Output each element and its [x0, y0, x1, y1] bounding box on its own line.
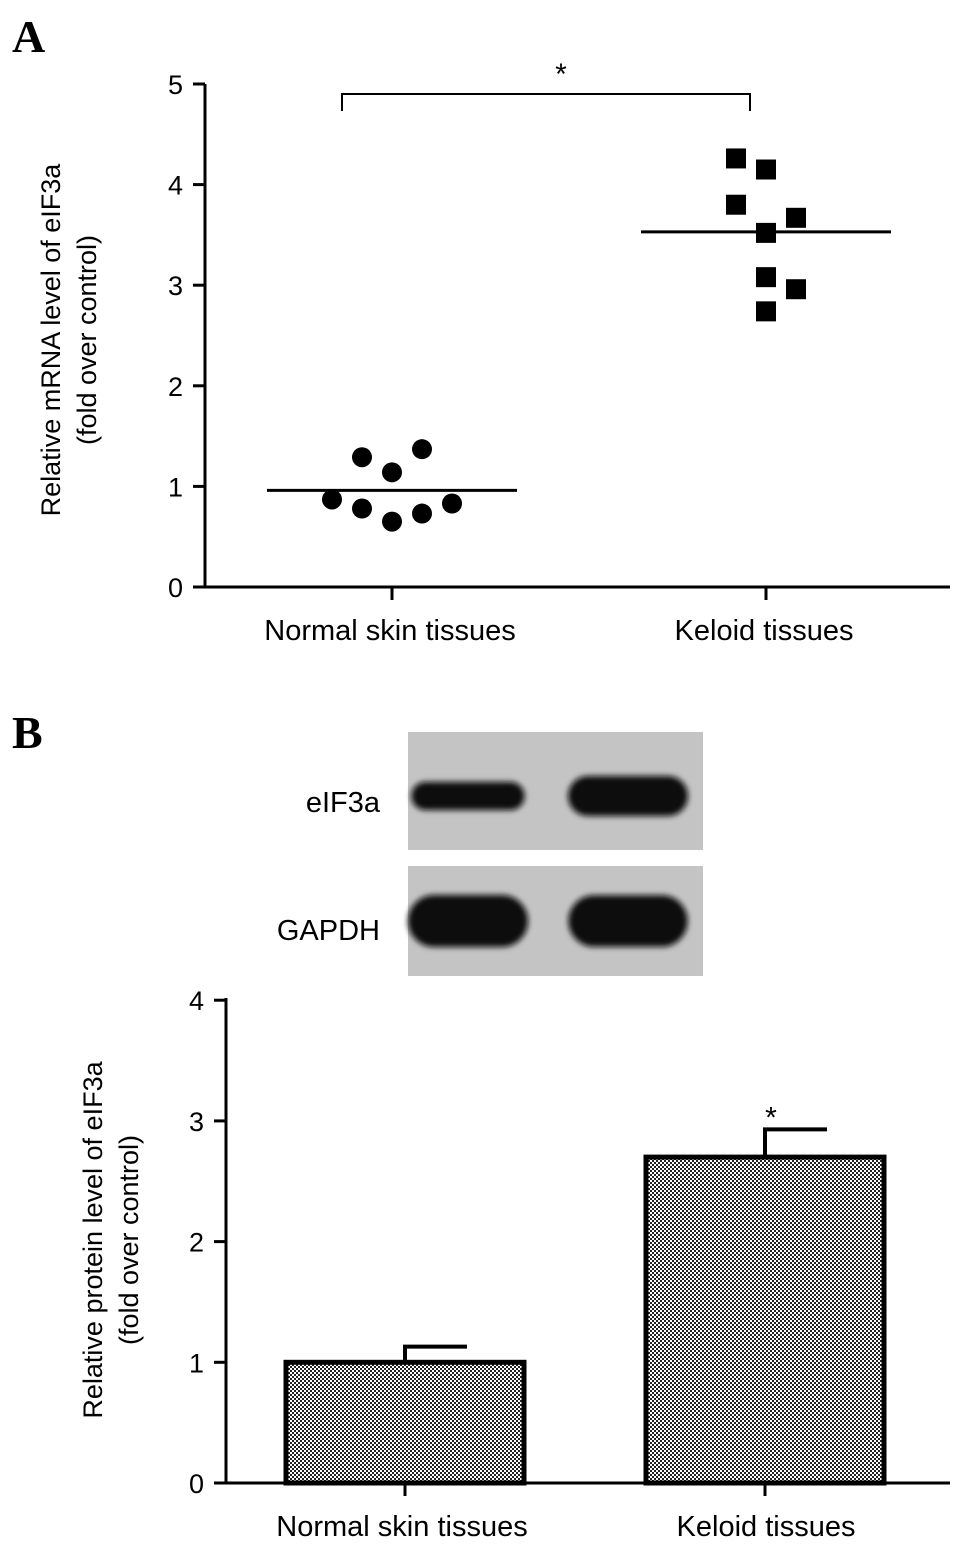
panel-a-y-tick-label: 4: [168, 171, 183, 201]
panel-a-y-axis-title: Relative mRNA level of eIF3a (fold over …: [36, 163, 102, 517]
scatter-point: [786, 207, 806, 228]
panel-a-y-tick-label: 0: [168, 573, 183, 603]
panel-b-y-tick-label: 3: [189, 1107, 204, 1137]
scatter-point: [412, 439, 432, 460]
panel-b-y-axis-title: Relative protein level of eIF3a (fold ov…: [78, 1060, 144, 1418]
blot-band: [568, 776, 688, 816]
panel-b-y-tick-label: 0: [189, 1469, 204, 1499]
panel-a-y-tick-label: 5: [168, 70, 183, 100]
panel-a-x-label-normal: Normal skin tissues: [264, 615, 515, 647]
panel-b: B eIF3a GAPDH Relative protein level of …: [12, 707, 950, 1543]
panel-a: A Relative mRNA level of eIF3a (fold ove…: [12, 11, 950, 647]
panel-b-y-tick-label: 4: [189, 986, 204, 1016]
panel-b-x-label-normal: Normal skin tissues: [276, 1511, 527, 1543]
panel-a-y-tick-label: 1: [168, 472, 183, 502]
panel-b-y-axis-title-line2: (fold over control): [114, 1135, 144, 1345]
panel-b-significance-star: *: [765, 1101, 777, 1134]
western-blot: eIF3a GAPDH: [277, 732, 703, 976]
bar: [283, 1359, 527, 1486]
scatter-point: [756, 301, 776, 322]
panel-a-significance-star: *: [555, 58, 567, 91]
scatter-point: [786, 279, 806, 300]
scatter-point: [726, 148, 746, 169]
panel-b-letter: B: [12, 707, 43, 758]
panel-a-y-axis-title-line1: Relative mRNA level of eIF3a: [36, 163, 66, 517]
panel-b-y-tick-label: 2: [189, 1228, 204, 1258]
panel-a-y-tick-label: 2: [168, 372, 183, 402]
panel-a-marks: [267, 148, 891, 532]
blot-band: [411, 781, 525, 811]
scatter-point: [726, 194, 746, 215]
blot-band: [408, 895, 528, 947]
scatter-point: [756, 159, 776, 180]
panel-a-y-tick-label: 3: [168, 271, 183, 301]
scatter-point: [412, 503, 432, 524]
panel-a-x-label-keloid: Keloid tissues: [675, 615, 854, 647]
panel-a-significance-bracket: [341, 93, 751, 112]
blot-bands: [408, 776, 688, 947]
panel-b-marks: [283, 1127, 887, 1486]
blot-label-eif3a: eIF3a: [306, 787, 381, 819]
scatter-point: [442, 493, 462, 514]
bar: [643, 1154, 887, 1486]
panel-b-y-axis-title-line1: Relative protein level of eIF3a: [78, 1060, 108, 1418]
panel-a-letter: A: [12, 11, 45, 62]
scatter-point: [322, 489, 342, 510]
scatter-point: [352, 447, 372, 468]
scatter-point: [352, 498, 372, 519]
blot-label-gapdh: GAPDH: [277, 915, 380, 947]
panel-b-y-ticks: 0 1 2 3 4: [189, 986, 226, 1499]
panel-b-x-label-keloid: Keloid tissues: [677, 1511, 856, 1543]
panel-b-y-tick-label: 1: [189, 1348, 204, 1378]
scatter-point: [382, 462, 402, 483]
scatter-point: [382, 511, 402, 532]
blot-band: [568, 895, 688, 947]
panel-a-y-ticks: 0 1 2 3 4 5: [168, 70, 205, 603]
panel-a-y-axis-title-line2: (fold over control): [72, 235, 102, 445]
scatter-point: [756, 222, 776, 243]
scatter-point: [756, 267, 776, 288]
